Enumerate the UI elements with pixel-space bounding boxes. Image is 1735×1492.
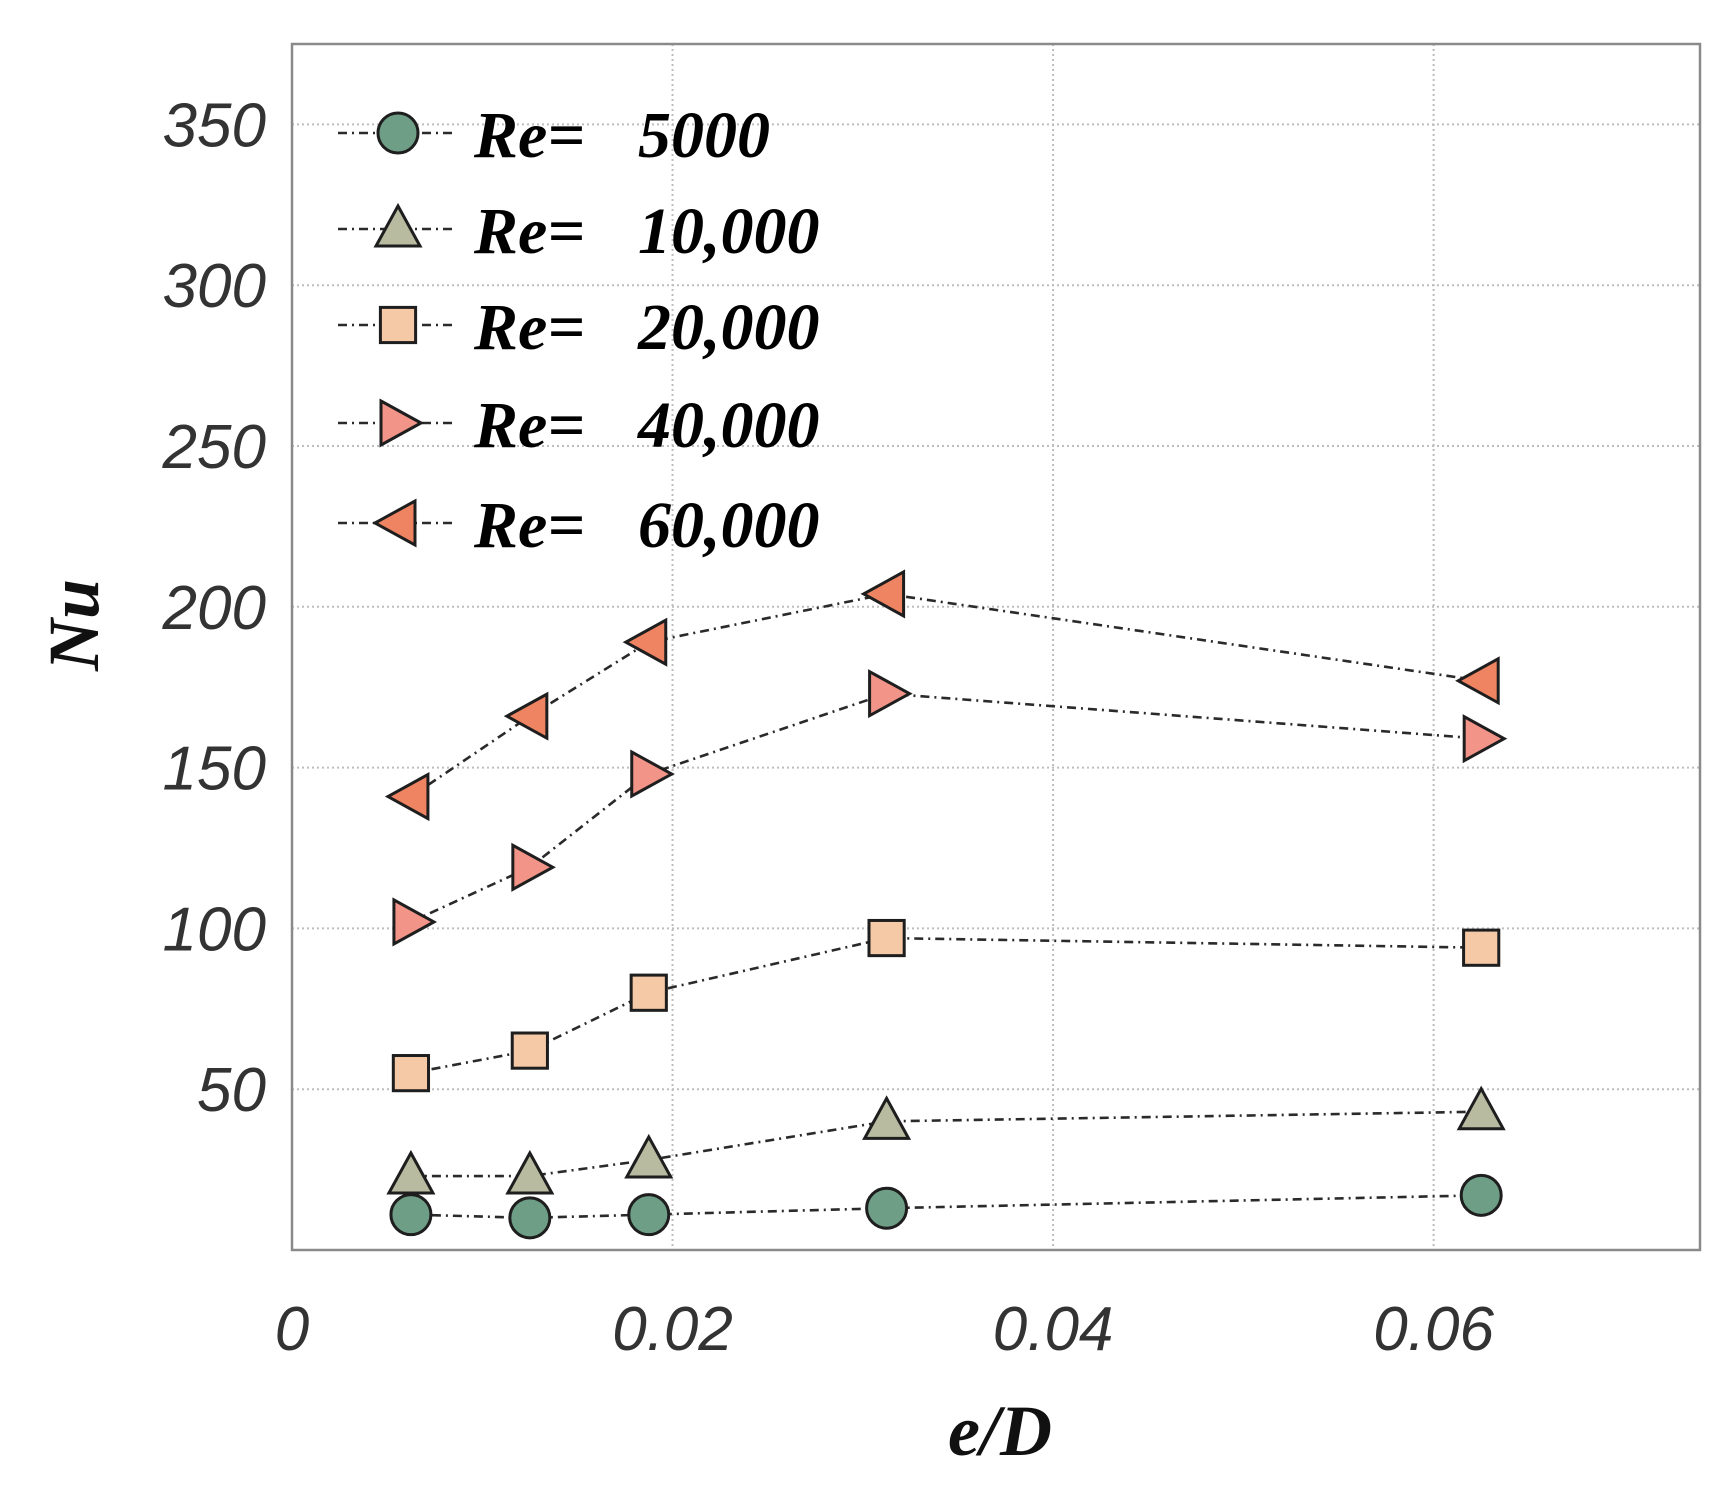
plot-area-frame xyxy=(290,42,1702,1252)
legend-marker xyxy=(378,305,418,345)
data-point-series-4-2 xyxy=(622,617,668,667)
legend-item[interactable]: Re= 5000 xyxy=(338,99,770,172)
legend-item[interactable]: Re= 40,000 xyxy=(338,389,820,462)
legend-marker xyxy=(376,111,420,155)
legend[interactable]: Re= 5000 Re= 10,000 Re= 20,000 Re= 40,000 Re= 60,… xyxy=(338,99,820,562)
y-tick-label: 350 xyxy=(163,91,266,160)
legend-label-prefix: Re= xyxy=(473,489,585,562)
x-tick-label: 0.02 xyxy=(612,1295,733,1364)
data-point-series-2-0 xyxy=(391,1054,431,1093)
grid xyxy=(292,44,1700,1250)
data-point-series-4-3 xyxy=(860,569,906,619)
y-tick-label: 150 xyxy=(163,735,266,804)
y-axis-title: Nu xyxy=(34,579,114,672)
data-point-series-1-2 xyxy=(624,1133,674,1179)
data-point-series-0-4 xyxy=(1459,1173,1503,1217)
legend-label-value: 60,000 xyxy=(638,489,820,562)
y-tick-label: 100 xyxy=(163,895,266,964)
x-tick-label: 0.06 xyxy=(1373,1295,1494,1364)
y-tick-labels: 50 100 150 200 250 300 350 xyxy=(162,91,266,1125)
data-point-series-2-2 xyxy=(629,973,668,1012)
data-point-series-4-4 xyxy=(1455,656,1500,706)
data-point-series-3-0 xyxy=(392,897,438,947)
legend-label-value: 20,000 xyxy=(637,291,820,364)
data-point-series-0-3 xyxy=(865,1186,909,1230)
data-point-series-1-4 xyxy=(1456,1085,1506,1131)
x-tick-label: 0 xyxy=(275,1295,309,1364)
data-point-series-1-1 xyxy=(505,1149,555,1195)
y-tick-label: 200 xyxy=(162,574,266,643)
legend-label-value: 10,000 xyxy=(638,195,820,268)
data-point-series-2-4 xyxy=(1462,928,1501,967)
legend-marker xyxy=(371,498,417,548)
data-point-series-0-1 xyxy=(508,1196,552,1240)
data-point-series-1-0 xyxy=(386,1149,436,1195)
data-point-series-3-2 xyxy=(630,749,675,799)
x-tick-labels: 0 0.02 0.04 0.06 xyxy=(275,1295,1495,1364)
legend-item[interactable]: Re= 20,000 xyxy=(338,291,820,364)
legend-label-prefix: Re= xyxy=(473,291,585,364)
legend-label-prefix: Re= xyxy=(473,389,585,462)
y-tick-label: 50 xyxy=(197,1056,266,1125)
data-point-series-4-0 xyxy=(384,772,430,822)
legend-marker xyxy=(373,202,423,248)
series-line-3 xyxy=(410,692,1482,924)
x-axis-title: e/D xyxy=(948,1391,1052,1471)
data-point-series-3-1 xyxy=(511,842,556,892)
x-tick-label: 0.04 xyxy=(993,1295,1114,1364)
data-point-series-0-2 xyxy=(627,1193,671,1237)
legend-label-value: 40,000 xyxy=(636,389,820,462)
data-point-series-2-1 xyxy=(510,1031,549,1070)
data-point-series-3-4 xyxy=(1462,714,1508,764)
data-markers xyxy=(384,569,1508,1240)
legend-item[interactable]: Re= 10,000 xyxy=(338,195,820,268)
legend-label-prefix: Re= xyxy=(473,99,585,172)
data-point-series-3-3 xyxy=(868,669,913,719)
data-point-series-1-3 xyxy=(862,1095,912,1140)
legend-label-value: 5000 xyxy=(638,99,770,172)
data-point-series-0-0 xyxy=(389,1193,433,1237)
legend-label-prefix: Re= xyxy=(473,195,585,268)
legend-item[interactable]: Re= 60,000 xyxy=(338,489,820,562)
data-point-series-2-3 xyxy=(867,918,906,958)
y-tick-label: 250 xyxy=(162,413,266,482)
data-point-series-4-1 xyxy=(503,691,549,741)
y-tick-label: 300 xyxy=(163,252,266,321)
legend-marker xyxy=(379,398,425,448)
